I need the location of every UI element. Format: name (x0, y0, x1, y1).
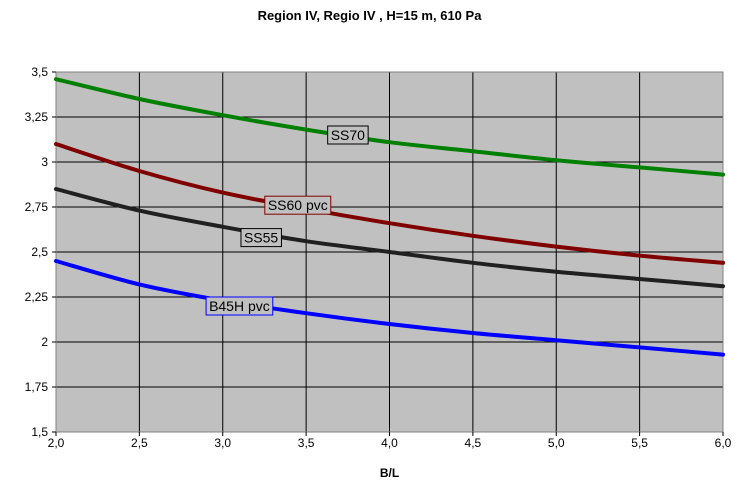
series-line-ss70 (54, 77, 725, 177)
series-labels: SS70 SS60 pvc SS55 B45H pvc (205, 125, 369, 316)
series-label-text: SS70 (331, 127, 365, 143)
series-label-box (240, 228, 282, 248)
y-tick-label: 1,5 (31, 425, 48, 439)
series-line-ss55 (54, 187, 725, 289)
series-label-b45h-pvc: B45H pvc (205, 296, 274, 316)
y-tick-label: 2,75 (25, 200, 49, 214)
y-tick-label: 2,25 (25, 290, 49, 304)
series-label-ss60-pvc: SS60 pvc (264, 195, 332, 215)
series-label-ss70: SS70 (327, 125, 369, 145)
y-tick-label: 3,25 (25, 110, 49, 124)
x-tick-label: 4,5 (465, 436, 482, 450)
x-tick-label: 4,0 (381, 436, 398, 450)
x-tick-label: 2,5 (131, 436, 148, 450)
x-tick-label: 3,0 (214, 436, 231, 450)
series-label-box (264, 195, 332, 215)
gridlines (56, 72, 723, 432)
y-tick-label: 1,75 (25, 380, 49, 394)
x-axis-label: B/L (380, 466, 399, 480)
series-label-text: SS55 (244, 230, 278, 246)
chart-title: Region IV, Regio IV , H=15 m, 610 Pa (257, 8, 482, 23)
x-tick-label: 2,0 (48, 436, 65, 450)
x-tick-label: 5,5 (631, 436, 648, 450)
series-label-text: B45H pvc (209, 298, 270, 314)
series-lines (54, 77, 725, 357)
y-tick-label: 2 (41, 335, 48, 349)
series-line-ss60-pvc (54, 142, 725, 265)
x-tick-label: 3,5 (298, 436, 315, 450)
y-tick-label: 3 (41, 155, 48, 169)
x-tick-label: 5,0 (548, 436, 565, 450)
x-tick-label: 6,0 (715, 436, 732, 450)
series-label-ss55: SS55 (240, 228, 282, 248)
series-label-box (205, 296, 274, 316)
x-axis-ticks: 2,0 2,5 3,0 3,5 4,0 4,5 5,0 5,5 6,0 (48, 432, 732, 450)
series-label-box (327, 125, 369, 145)
y-axis-ticks: 1,5 1,75 2 2,25 2,5 2,75 3 3,25 3,5 (25, 65, 56, 439)
y-tick-label: 2,5 (31, 245, 48, 259)
y-tick-label: 3,5 (31, 65, 48, 79)
series-line-b45h-pvc (54, 259, 725, 357)
series-label-text: SS60 pvc (268, 197, 328, 213)
